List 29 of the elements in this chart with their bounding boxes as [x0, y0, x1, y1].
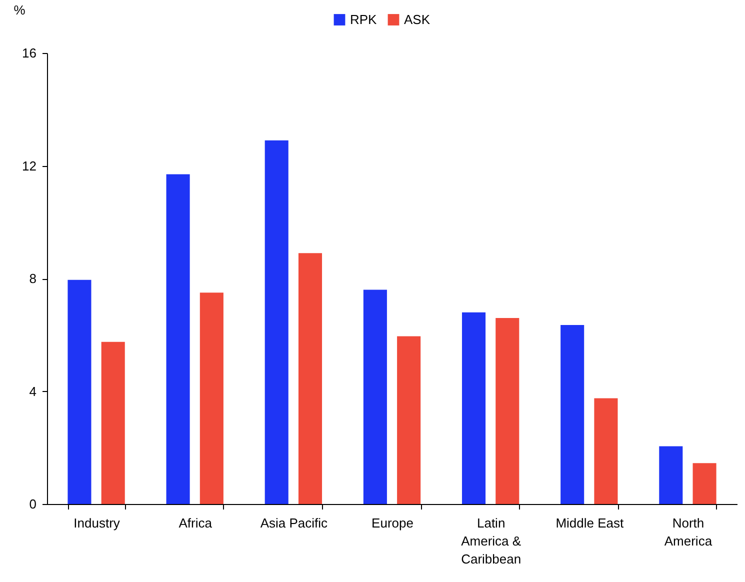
y-tick-label: 4	[29, 384, 36, 399]
y-tick-label: 8	[29, 271, 36, 286]
legend-label: RPK	[350, 12, 378, 27]
y-tick-label: 16	[22, 46, 36, 60]
bar	[166, 174, 190, 504]
bar	[101, 342, 125, 504]
y-axis-title: %	[14, 2, 26, 18]
bar	[560, 325, 584, 504]
bar	[363, 290, 387, 504]
x-tick-label: Asia Pacific	[260, 516, 328, 530]
y-tick-label: 12	[22, 158, 36, 174]
y-tick-label: 0	[29, 496, 36, 512]
bar	[298, 253, 322, 504]
bar	[264, 140, 288, 504]
bar	[594, 398, 618, 504]
bar	[496, 318, 520, 504]
bar	[397, 336, 421, 504]
bar	[659, 446, 683, 504]
x-tick-label: Europe	[372, 516, 414, 530]
x-tick-label: Middle East	[556, 516, 624, 530]
legend-label: ASK	[404, 12, 430, 27]
bar	[692, 463, 716, 504]
x-tick-label: Latin America & Caribbean	[461, 516, 522, 566]
x-tick-label: Africa	[178, 516, 213, 530]
bar	[200, 292, 224, 504]
x-tick-label: North America	[664, 516, 713, 548]
x-tick-label: Industry	[74, 516, 120, 530]
bar	[68, 280, 92, 504]
bar	[462, 312, 486, 504]
